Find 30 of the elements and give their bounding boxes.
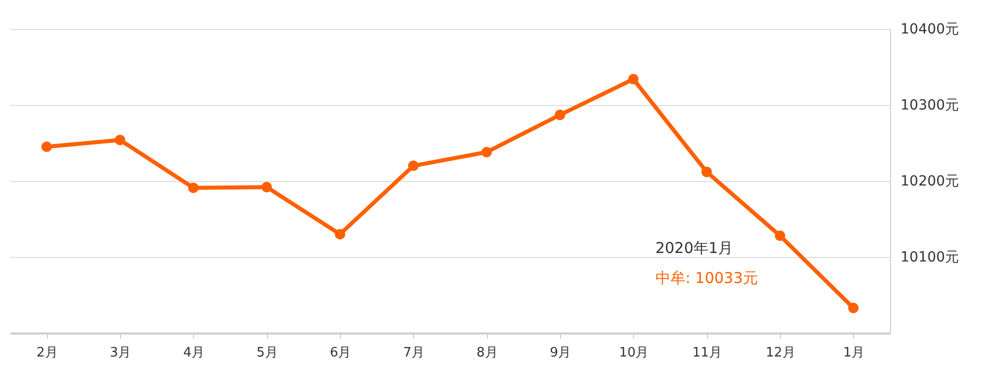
- y-tick-label: 10300元: [900, 98, 960, 114]
- point: [41, 142, 52, 152]
- point: [334, 228, 346, 240]
- x-tick-label: 4月: [183, 346, 204, 360]
- x-tick-label: 2月: [36, 346, 58, 360]
- y-tick-label: 10400元: [900, 22, 960, 38]
- annotation: 中牟: 10033元: [655, 268, 758, 287]
- point: [408, 160, 419, 172]
- x-tick-label: 7月: [403, 346, 424, 360]
- point: [554, 110, 566, 120]
- x-tick-label: 10月: [619, 346, 649, 360]
- y-tick-label: 10200元: [900, 174, 960, 190]
- y-tick-label: 10100元: [900, 250, 960, 266]
- point: [261, 182, 272, 192]
- point: [848, 302, 859, 314]
- x-tick-label: 9月: [550, 346, 572, 360]
- point: [701, 166, 712, 178]
- x-tick-label: 5月: [256, 346, 278, 360]
- point: [774, 230, 786, 241]
- point: [481, 146, 492, 158]
- annotation: 2020年1月: [655, 238, 734, 257]
- x-tick-label: 3月: [110, 346, 132, 360]
- x-tick-label: 8月: [476, 346, 498, 360]
- point: [628, 74, 639, 84]
- x-tick-label: 1月: [843, 346, 864, 360]
- point: [188, 182, 199, 194]
- x-tick-label: 11月: [692, 346, 722, 360]
- x-tick-label: 12月: [766, 346, 796, 360]
- point: [114, 134, 126, 146]
- x-tick-label: 6月: [330, 346, 352, 360]
